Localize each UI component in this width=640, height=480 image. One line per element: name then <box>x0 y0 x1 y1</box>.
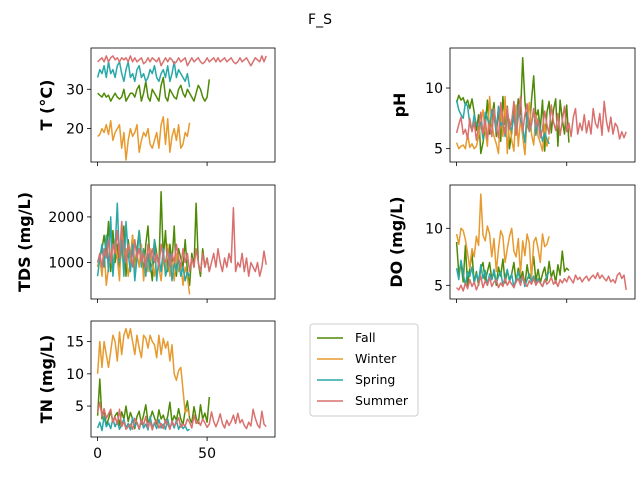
series-line-do-winter <box>455 193 550 281</box>
figure-title: F_S <box>308 12 332 28</box>
ytick-label: 20 <box>66 122 84 138</box>
legend: Fall Winter Spring Summer <box>309 323 419 417</box>
series-line-temperature-summer <box>97 55 267 67</box>
series-line-tn-winter <box>96 327 191 416</box>
ylabel-temperature: T (°C) <box>37 80 56 131</box>
legend-label-spring: Spring <box>355 372 395 387</box>
legend-label-winter: Winter <box>355 351 397 366</box>
ytick-label: 5 <box>434 278 443 294</box>
series-line-ph-winter <box>455 95 550 156</box>
series-line-ph-summer <box>455 95 627 141</box>
series-line-temperature-winter <box>97 116 191 161</box>
series-line-temperature-fall <box>97 76 211 102</box>
panel-ph: 5 10 pH <box>390 47 636 166</box>
axes-frame-ph <box>449 47 636 163</box>
ytick-label: 30 <box>66 82 84 98</box>
ytick-label: 2000 <box>48 210 84 226</box>
panel-tn: 5 10 15 0 50 TN (mg/L) <box>37 320 276 462</box>
series-line-tn-summer <box>96 401 267 431</box>
axes-frame-tn <box>90 320 276 438</box>
legend-label-fall: Fall <box>355 330 376 345</box>
legend-label-summer: Summer <box>355 393 409 408</box>
series-line-tn-fall <box>96 378 211 430</box>
axes-frame-tds <box>90 184 276 300</box>
ylabel-do: DO (mg/L) <box>387 196 406 287</box>
ytick-label: 10 <box>425 221 443 237</box>
ylabel-tn: TN (mg/L) <box>37 335 56 424</box>
xtick-label: 50 <box>198 446 216 462</box>
ytick-label: 5 <box>434 142 443 158</box>
series-line-temperature-spring <box>96 61 191 88</box>
axes-frame-do <box>449 184 636 300</box>
ytick-label: 1000 <box>48 256 84 272</box>
panel-do: 5 10 DO (mg/L) <box>387 184 636 303</box>
axes-frame-temperature <box>90 47 276 163</box>
ytick-label: 10 <box>66 367 84 383</box>
xtick-label: 0 <box>93 446 102 462</box>
ytick-label: 5 <box>75 399 84 415</box>
ytick-label: 15 <box>66 335 84 351</box>
series-line-do-summer <box>456 272 627 292</box>
legend-frame <box>309 323 419 417</box>
subplot-grid: 20 30 T (°C) 5 10 pH 1000 2000 TDS (mg/L) 5 10 DO (… <box>15 47 636 462</box>
ylabel-ph: pH <box>390 93 409 118</box>
ytick-label: 10 <box>425 81 443 97</box>
series-line-tds-summer <box>96 207 267 277</box>
ylabel-tds: TDS (mg/L) <box>15 192 34 292</box>
panel-temperature: 20 30 T (°C) <box>37 47 276 166</box>
panel-tds: 1000 2000 TDS (mg/L) <box>15 184 276 303</box>
